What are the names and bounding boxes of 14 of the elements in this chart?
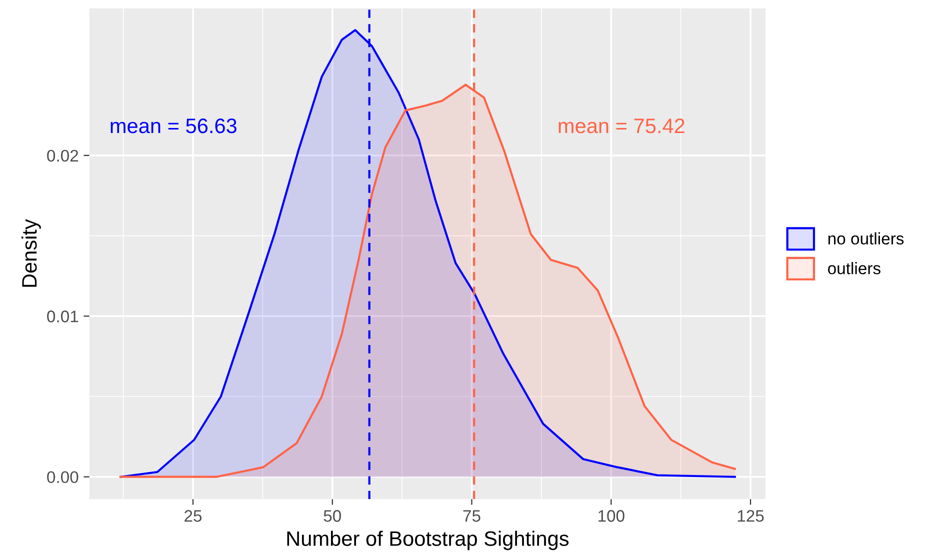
legend-label: no outliers (828, 232, 904, 245)
x-tick-label: 75 (463, 510, 480, 522)
x-tick-label: 125 (738, 510, 764, 522)
x-tick-label: 50 (324, 510, 341, 522)
x-axis-title: Number of Bootstrap Sightings (287, 530, 569, 550)
ref-line-label: mean = 56.63 (110, 118, 236, 134)
y-tick-label: 0.02 (47, 150, 78, 162)
legend-label: outliers (828, 262, 880, 274)
ref-line-label: mean = 75.42 (558, 118, 684, 134)
x-tick-label: 25 (184, 510, 202, 522)
y-tick-label: 0.01 (47, 310, 78, 322)
y-axis-title: Density (21, 219, 41, 287)
x-tick-label: 100 (598, 510, 624, 522)
y-tick-label: 0.00 (47, 471, 78, 484)
